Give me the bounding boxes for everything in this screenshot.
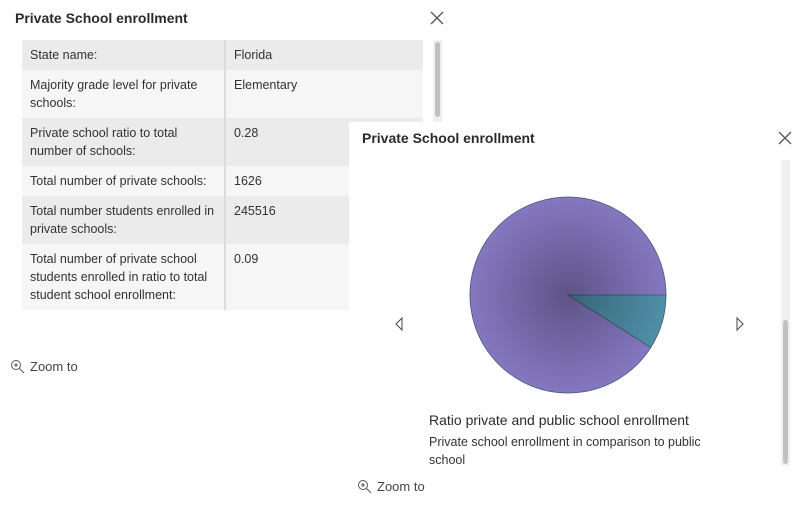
pie-slice[interactable]	[469, 196, 667, 394]
table-row: Majority grade level for private schools…	[22, 70, 423, 118]
field-name: Total number of private school students …	[22, 244, 226, 310]
zoom-label[interactable]: Zoom to	[30, 359, 78, 374]
field-value: 0.28	[234, 126, 259, 140]
field-value: 0.09	[234, 252, 259, 266]
field-value: 245516	[234, 204, 276, 218]
close-button[interactable]	[430, 11, 444, 25]
scrollbar[interactable]	[433, 40, 442, 187]
popup-title: Private School enrollment	[362, 130, 535, 146]
field-value: Elementary	[234, 78, 298, 92]
zoom-to[interactable]: Zoom to	[10, 359, 78, 374]
field-value: 1626	[234, 174, 262, 188]
zoom-to[interactable]: Zoom to	[357, 479, 425, 494]
prev-arrow[interactable]	[394, 317, 404, 331]
chart-description: Private school enrollment in comparison …	[429, 435, 701, 467]
field-value: Florida	[234, 48, 273, 62]
field-name: Private school ratio to total number of …	[22, 118, 226, 166]
next-arrow[interactable]	[735, 317, 745, 331]
field-name: Majority grade level for private schools…	[22, 70, 226, 118]
close-button[interactable]	[778, 131, 792, 145]
chart-caption: Ratio private and public school enrollme…	[429, 412, 689, 428]
field-name: Total number of private schools:	[22, 166, 226, 196]
field-name: State name:	[22, 40, 226, 70]
chart-popup: Private School enrollment Ratio private …	[349, 122, 803, 505]
popup-title: Private School enrollment	[15, 10, 188, 26]
zoom-label[interactable]: Zoom to	[377, 479, 425, 494]
scrollbar[interactable]	[781, 160, 790, 466]
pie-chart	[469, 196, 667, 394]
table-row: State name: Florida	[22, 40, 423, 70]
field-name: Total number students enrolled in privat…	[22, 196, 226, 244]
